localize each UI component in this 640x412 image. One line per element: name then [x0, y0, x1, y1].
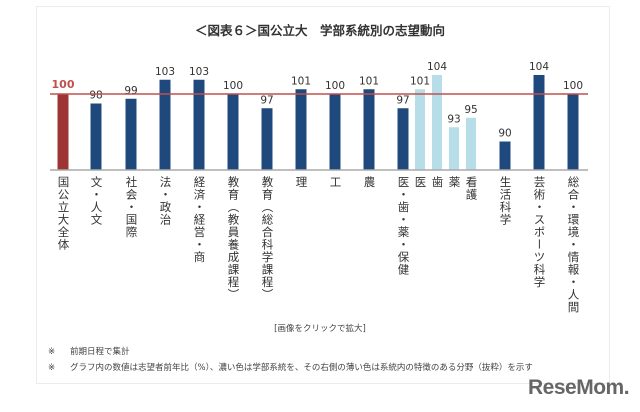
data-label: 101 [359, 75, 379, 87]
x-tick-label: 芸術・スポーツ科学 [532, 176, 547, 289]
bar [466, 117, 476, 170]
chart-card [36, 6, 610, 384]
data-label: 104 [529, 61, 549, 73]
bar [432, 75, 442, 170]
data-label: 100 [325, 80, 345, 92]
x-tick-label: 経済・経営・商 [192, 176, 207, 264]
data-label: 98 [89, 90, 102, 102]
bar [499, 141, 511, 170]
bar [567, 94, 579, 170]
bar [329, 94, 341, 170]
x-tick-label: 文・人文 [89, 176, 104, 226]
x-tick-label: 医 [413, 176, 428, 189]
bar [90, 103, 102, 170]
bar [261, 108, 273, 170]
bar [57, 94, 69, 170]
bar [295, 89, 307, 170]
x-tick-label: 教育（総合科学課程） [260, 176, 275, 301]
x-tick-label: 生活科学 [498, 176, 513, 226]
bar [415, 89, 425, 170]
x-tick-label: 看護 [464, 176, 479, 201]
bar [125, 98, 137, 170]
data-label: 100 [223, 80, 243, 92]
data-label: 93 [447, 113, 460, 125]
data-label: 104 [427, 61, 447, 73]
data-label: 97 [260, 94, 273, 106]
bar [397, 108, 409, 170]
x-tick-label: 総合・環境・情報・人間 [566, 176, 581, 314]
data-label: 101 [410, 75, 430, 87]
x-tick-label: 薬 [447, 176, 462, 189]
bar [363, 89, 375, 170]
x-tick-label: 教育（教員養成課程） [226, 176, 241, 301]
bar [227, 94, 239, 170]
data-label: 101 [291, 75, 311, 87]
bar [449, 127, 459, 170]
click-to-enlarge-link[interactable]: [画像をクリックで拡大] [274, 324, 366, 334]
x-tick-label: 工 [328, 176, 343, 189]
x-tick-label: 農 [362, 176, 377, 189]
data-label: 100 [52, 78, 75, 91]
resemom-logo: ReseMom. [528, 376, 630, 399]
x-tick-label: 法・政治 [158, 176, 173, 226]
bar [193, 79, 205, 170]
x-tick-label: 医・歯・薬・保健 [396, 176, 411, 276]
note-2: ※ グラフ内の数値は志望者前年比（%）、濃い色は学部系統を、その右側の薄い色は系統… [48, 363, 533, 373]
chart-title: ＜図表６＞国公立大 学部系統別の志望動向 [194, 23, 445, 38]
data-label: 97 [396, 94, 409, 106]
x-tick-label: 社会・国際 [124, 176, 139, 239]
data-label: 90 [498, 128, 511, 140]
note-1: ※ 前期日程で集計 [48, 347, 130, 357]
bar [533, 75, 545, 170]
x-tick-label: 国公立大全体 [56, 176, 71, 251]
bar [159, 79, 171, 170]
data-label: 99 [124, 85, 137, 97]
data-label: 100 [563, 80, 583, 92]
x-tick-label: 歯 [430, 176, 445, 189]
data-label: 103 [189, 66, 209, 78]
x-tick-label: 理 [294, 176, 309, 189]
data-label: 103 [155, 66, 175, 78]
data-label: 95 [464, 104, 477, 116]
